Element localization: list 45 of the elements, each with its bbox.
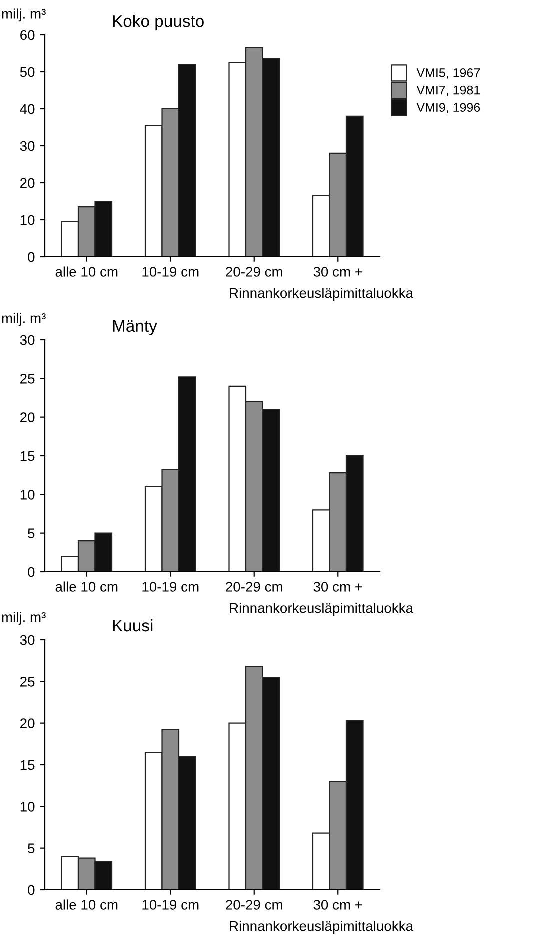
y-tick-label: 10 [20,802,35,812]
y-tick-label: 15 [20,760,35,770]
y-tick-label: 20 [20,412,35,423]
y-tick-label: 0 [28,885,35,896]
y-tick-label: 10 [20,490,35,500]
y-tick-label: 15 [20,451,35,462]
y-tick-label: 0 [28,252,35,262]
y-tick-label: 10 [20,215,35,226]
y-tick-label: 30 [20,141,35,152]
y-tick-label: 60 [20,30,35,40]
x-axis-title: Rinnankorkeusläpimittaluokka [230,603,414,616]
y-tick-label: 20 [20,178,35,188]
chart-title: Koko puusto [113,15,204,31]
x-tick-label: 10-19 cm [142,582,199,592]
x-axis-title: Rinnankorkeusläpimittaluokka [230,921,414,934]
y-tick-label: 5 [28,528,35,539]
x-tick-label: alle 10 cm [56,900,118,910]
x-tick-label: 10-19 cm [142,900,199,910]
legend-label: VMI9, 1996 [416,103,480,114]
x-tick-label: 10-19 cm [142,267,199,277]
y-tick-label: 30 [20,335,35,346]
x-tick-label: alle 10 cm [56,582,118,592]
x-tick-label: 30 cm + [314,267,362,277]
y-axis-title: milj. m³ [2,612,46,625]
legend-label: VMI7, 1981 [416,86,480,96]
chart-title: Kuusi [113,619,153,632]
y-tick-label: 25 [20,374,35,384]
y-tick-label: 20 [20,718,35,729]
x-tick-label: 30 cm + [314,582,362,592]
y-tick-label: 5 [28,844,35,854]
y-tick-label: 50 [20,67,35,78]
y-tick-label: 30 [20,635,35,646]
y-axis-title: milj. m³ [2,313,46,326]
x-tick-label: 20-29 cm [226,267,282,277]
x-axis-title: Rinnankorkeusläpimittaluokka [230,288,414,301]
x-tick-label: 20-29 cm [226,900,282,910]
y-tick-label: 25 [20,677,35,687]
x-tick-label: 30 cm + [314,900,362,910]
y-tick-label: 0 [28,567,35,578]
x-tick-label: alle 10 cm [56,266,118,277]
legend-label: VMI5, 1967 [416,68,480,79]
chart-title: Mänty [113,320,158,336]
y-axis-title: milj. m³ [2,8,46,22]
y-tick-label: 40 [20,104,35,114]
x-tick-label: 20-29 cm [226,582,282,592]
